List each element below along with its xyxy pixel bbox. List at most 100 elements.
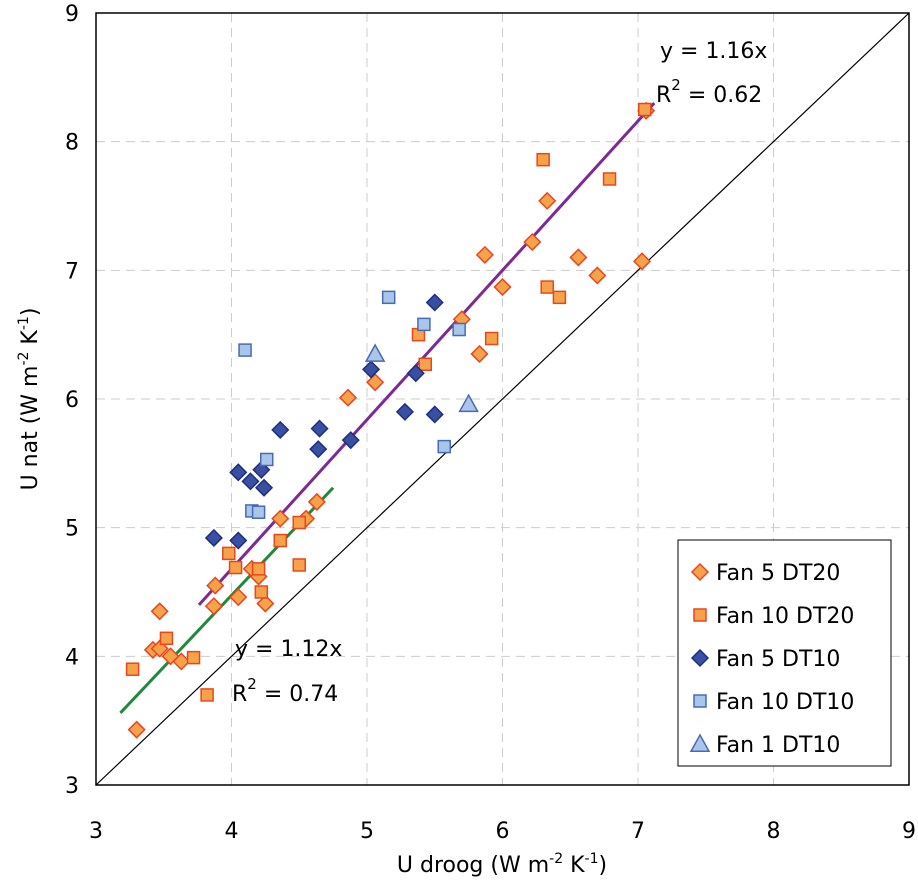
legend-marker-fan-10-dt10 (693, 694, 707, 708)
point-fan-5-dt20 (256, 594, 275, 613)
annotation-purple-fit: y = 1.16x R2 = 0.62 (656, 39, 767, 108)
plot-frame (95, 12, 910, 786)
point-fan-5-dt10 (229, 531, 248, 550)
point-fan-5-dt20 (569, 248, 588, 267)
x-label-end: ) (599, 853, 608, 878)
legend-box (677, 539, 892, 767)
point-fan-5-dt20 (307, 492, 326, 511)
point-fan-5-dt20 (633, 252, 652, 271)
point-fan-5-dt20 (493, 277, 512, 297)
point-fan-5-dt10 (309, 440, 328, 459)
annotation-purple-r2-sup: 2 (671, 76, 681, 94)
point-fan-10-dt20 (484, 331, 499, 346)
point-fan-10-dt20 (125, 662, 140, 676)
point-fan-10-dt20 (254, 585, 269, 599)
point-fan-5-dt10 (425, 405, 444, 424)
annotation-purple-r2: R2 = 0.62 (656, 76, 762, 108)
point-fan-5-dt20 (470, 344, 489, 364)
x-tick-label: 4 (225, 819, 239, 844)
point-fan-5-dt20 (229, 588, 248, 607)
point-fan-5-dt20 (538, 191, 557, 210)
annotation-green-fit: y = 1.12x R2 = 0.74 (232, 637, 342, 707)
legend-label-fan-10-dt20: Fan 10 DT20 (716, 604, 854, 629)
point-fan-10-dt20 (251, 562, 266, 576)
x-tick-labels: 3 4 5 6 7 8 9 (89, 819, 916, 844)
annotation-purple-equation: y = 1.16x (660, 39, 767, 64)
point-fan-10-dt20 (292, 558, 306, 572)
point-fan-5-dt20 (204, 597, 223, 616)
point-fan-5-dt20 (338, 388, 358, 407)
point-fan-5-dt20 (523, 232, 542, 252)
point-fan-5-dt10 (241, 472, 260, 491)
point-fan-1-dt10 (364, 343, 386, 362)
x-tick-label: 3 (89, 819, 103, 844)
point-fan-5-dt10 (271, 420, 290, 439)
x-tick-label: 8 (767, 819, 781, 844)
point-fan-5-dt20 (127, 720, 146, 739)
point-fan-5-dt10 (229, 463, 248, 482)
point-fan-5-dt10 (254, 478, 274, 497)
point-fan-10-dt10 (417, 317, 431, 332)
point-fan-5-dt10 (395, 402, 415, 421)
legend-marker-fan-1-dt10 (689, 733, 711, 752)
point-fan-10-dt10 (452, 322, 466, 337)
y-tick-labels: 3 4 5 6 7 8 9 (65, 2, 79, 799)
point-fan-10-dt20 (228, 560, 243, 575)
point-fan-10-dt20 (186, 650, 201, 665)
x-tick-label: 6 (496, 819, 510, 844)
point-fan-10-dt20 (540, 280, 554, 294)
annotation-green-r2-value: = 0.74 (257, 682, 338, 707)
point-fan-10-dt10 (251, 505, 266, 519)
legend-marker-fan-5-dt10 (690, 648, 710, 668)
y-label-sup2: -1 (16, 316, 32, 330)
point-fan-5-dt10 (406, 364, 425, 383)
legend-label-fan-5-dt20: Fan 5 DT20 (716, 561, 840, 586)
annotation-green-r2-sup: 2 (247, 675, 257, 693)
point-fan-5-dt20 (172, 652, 191, 671)
x-tick-label: 9 (902, 819, 916, 844)
point-fan-5-dt20 (271, 509, 290, 528)
point-fan-5-dt20 (206, 576, 225, 595)
y-label-mid: K (18, 330, 43, 352)
annotation-purple-r2-value: = 0.62 (681, 83, 762, 108)
legend-marker-fan-5-dt20 (690, 562, 710, 582)
point-fan-5-dt10 (341, 431, 360, 450)
point-fan-10-dt20 (536, 152, 550, 167)
point-fan-5-dt10 (425, 293, 444, 312)
point-fan-5-dt10 (362, 360, 381, 379)
legend-marker-fan-10-dt20 (693, 608, 707, 622)
y-tick-label: 4 (65, 645, 79, 670)
x-tick-label: 7 (631, 819, 645, 844)
point-fan-5-dt20 (150, 602, 169, 621)
y-tick-label: 9 (65, 2, 79, 27)
y-tick-label: 6 (65, 388, 79, 413)
x-label-mid: K (563, 853, 585, 878)
point-fan-10-dt10 (259, 452, 274, 467)
y-tick-label: 8 (65, 131, 79, 156)
point-fan-10-dt20 (638, 102, 652, 117)
x-label-sup1: -2 (549, 851, 563, 867)
point-fan-5-dt10 (310, 419, 329, 438)
x-tick-label: 5 (360, 819, 374, 844)
point-fan-10-dt20 (200, 688, 214, 702)
annotation-purple-r2-prefix: R (656, 83, 671, 108)
y-label-sup1: -2 (16, 352, 32, 366)
point-fan-10-dt10 (238, 343, 252, 357)
annotation-green-equation: y = 1.12x (235, 637, 342, 662)
y-label-main: U nat (W m (18, 366, 43, 491)
point-fan-10-dt20 (273, 533, 288, 548)
legend: Fan 5 DT20 Fan 10 DT20 Fan 5 DT10 Fan 10 DT… (677, 539, 892, 767)
y-tick-label: 5 (65, 517, 79, 542)
identity-line (95, 12, 910, 786)
x-axis-label: U droog (W m-2 K-1) (397, 851, 607, 878)
point-fan-10-dt20 (418, 357, 433, 372)
point-fan-10-dt20 (222, 546, 236, 561)
x-label-main: U droog (W m (397, 853, 549, 878)
point-fan-5-dt10 (204, 528, 223, 548)
annotation-green-r2-prefix: R (232, 682, 247, 707)
y-tick-label: 3 (65, 774, 79, 799)
point-fan-10-dt10 (381, 290, 396, 305)
point-fan-5-dt20 (588, 266, 607, 285)
point-fan-10-dt20 (159, 631, 174, 646)
